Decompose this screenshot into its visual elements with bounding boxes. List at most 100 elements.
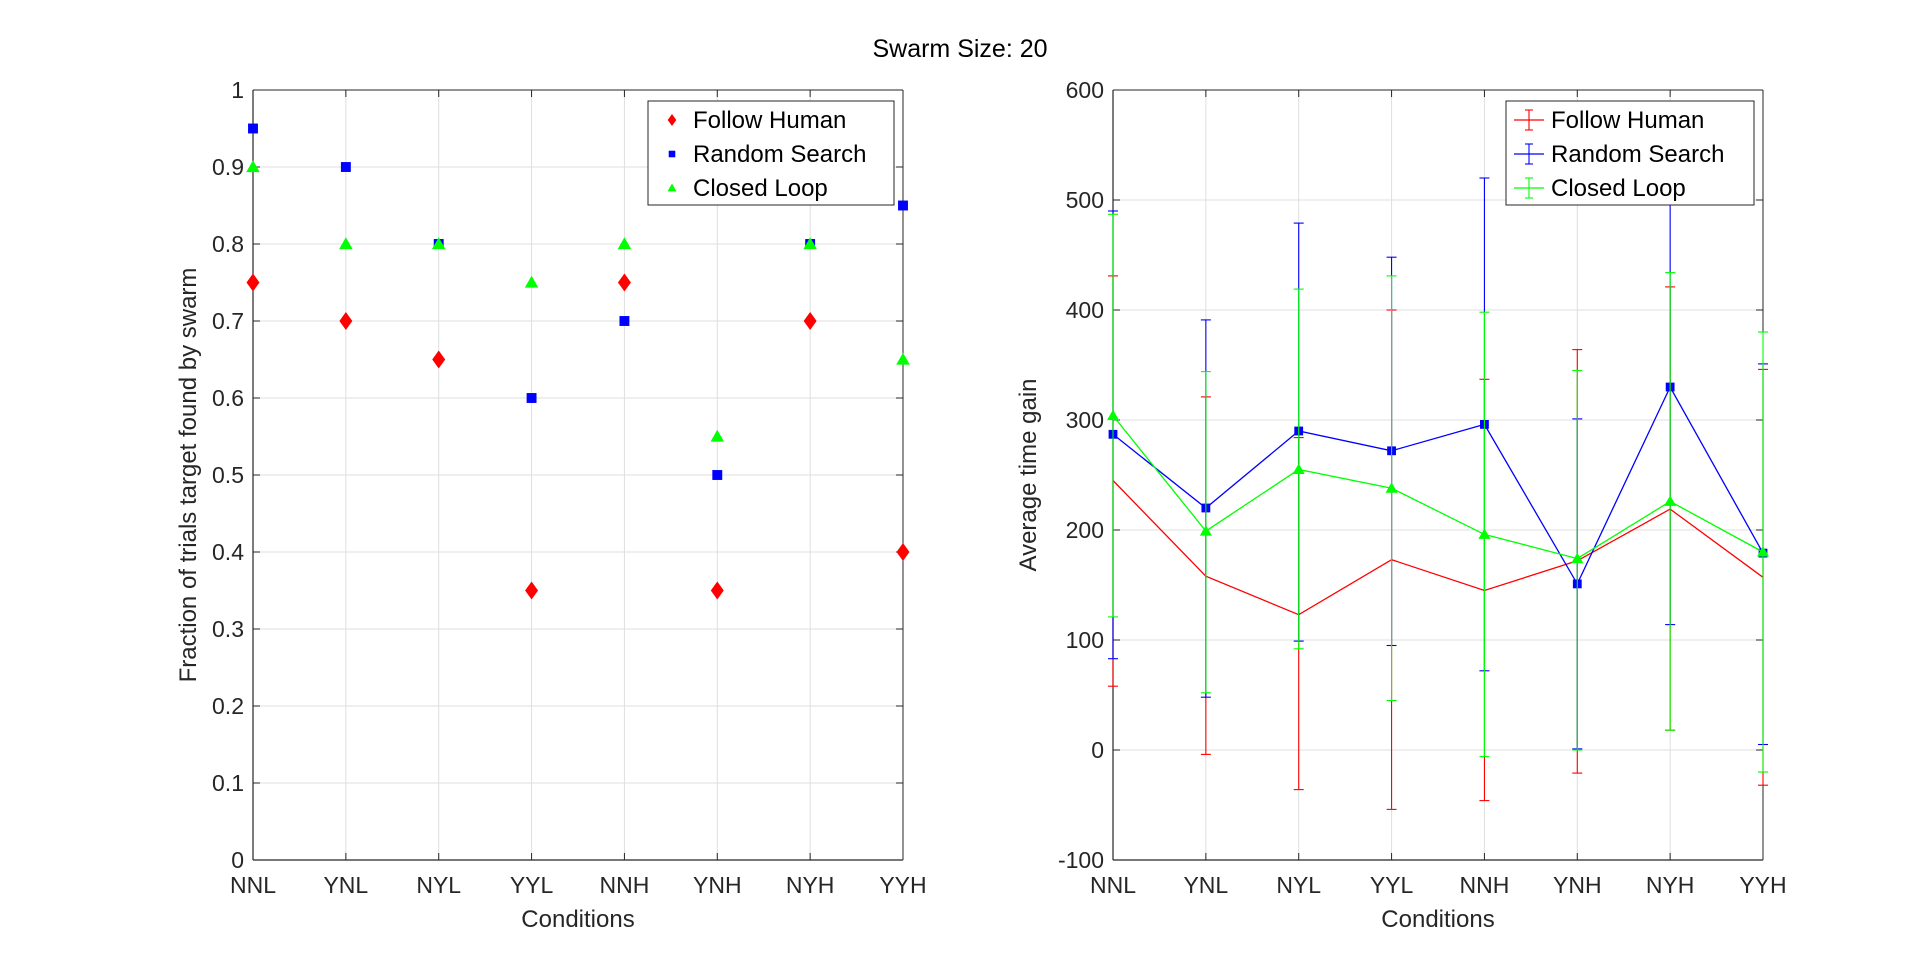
- x-tick-label: NNH: [600, 872, 650, 898]
- data-point: [710, 429, 725, 442]
- y-tick-label: 0.7: [212, 308, 244, 334]
- x-tick-label: NYL: [416, 872, 461, 898]
- data-point: [896, 543, 910, 561]
- data-point: [339, 312, 353, 330]
- y-tick-label: 0: [231, 847, 244, 873]
- series-closed-loop: [246, 160, 910, 442]
- data-point: [712, 470, 723, 480]
- legend-item: Follow Human: [667, 107, 846, 134]
- legend-label: Follow Human: [693, 107, 846, 134]
- data-point: [340, 162, 351, 172]
- legend-label: Closed Loop: [1551, 175, 1686, 202]
- x-tick-label: YYH: [879, 872, 926, 898]
- right-panel-errorbar: NNL YNL NYL YYL NNH YNH NYH YYH -100 0 100 200 300 40…: [1015, 77, 1787, 933]
- legend: Follow Human Random Search Closed Loop: [1505, 100, 1755, 206]
- x-tick-label: YYH: [1739, 872, 1786, 898]
- data-point: [617, 273, 631, 292]
- data-point: [1292, 463, 1305, 474]
- figure-title: Swarm Size: 20: [872, 35, 1047, 63]
- x-tick-label: YNL: [1183, 872, 1228, 898]
- y-tick-label: 0: [1091, 737, 1104, 763]
- data-series: [246, 123, 910, 600]
- y-axis-label: Average time gain: [1015, 378, 1042, 571]
- data-point: [619, 316, 630, 326]
- x-tick-label: YNL: [323, 872, 368, 898]
- y-tick-label: 500: [1066, 187, 1104, 213]
- y-tick-label: 0.6: [212, 385, 244, 411]
- x-axis-label: Conditions: [521, 906, 634, 933]
- data-point: [339, 237, 353, 250]
- data-point: [1385, 482, 1398, 493]
- legend-label: Random Search: [693, 141, 866, 168]
- x-tick-label: NNL: [230, 872, 276, 898]
- legend-box: [1505, 100, 1755, 206]
- y-tick-label: 0.8: [212, 231, 244, 257]
- data-point: [803, 237, 817, 250]
- series-closed-loop: [1107, 213, 1769, 773]
- data-point: [431, 237, 446, 250]
- ticks: NNL YNL NYL YYL NNH YNH NYH YYH 0 0.1 0.2 0.3 0.4 0.5…: [212, 77, 927, 898]
- legend-label: Closed Loop: [693, 175, 828, 202]
- data-point: [896, 352, 910, 365]
- y-tick-label: 600: [1066, 77, 1104, 103]
- data-point: [525, 581, 539, 600]
- x-tick-label: NYH: [786, 872, 835, 898]
- x-tick-label: YNH: [1553, 872, 1602, 898]
- data-point: [1571, 552, 1584, 564]
- data-point: [248, 123, 258, 134]
- y-tick-label: 200: [1066, 517, 1104, 543]
- data-point: [617, 237, 632, 250]
- data-point: [1107, 409, 1119, 421]
- data-point: [246, 273, 260, 292]
- y-tick-label: 100: [1066, 627, 1104, 653]
- series-line: [1112, 385, 1764, 586]
- x-tick-label: NNL: [1090, 872, 1136, 898]
- y-tick-label: 0.1: [212, 770, 244, 796]
- legend-item: Follow Human: [1514, 107, 1704, 134]
- y-tick-label: -100: [1058, 847, 1104, 873]
- data-point: [1478, 528, 1491, 539]
- x-tick-label: NYH: [1646, 872, 1695, 898]
- legend-label: Random Search: [1551, 141, 1724, 168]
- legend-item: Closed Loop: [667, 175, 828, 202]
- legend-box: [647, 100, 895, 206]
- data-point: [1664, 495, 1677, 506]
- plot-area: [1113, 90, 1763, 860]
- legend-item: Random Search: [668, 141, 866, 168]
- series-line: [1112, 480, 1764, 616]
- legend: Follow Human Random Search Closed Loop: [647, 100, 895, 206]
- legend-label: Follow Human: [1551, 107, 1704, 134]
- data-point: [1757, 546, 1769, 557]
- legend-item: Closed Loop: [1514, 175, 1686, 202]
- legend-item: Random Search: [1514, 141, 1724, 168]
- x-tick-label: YYL: [510, 872, 554, 898]
- x-axis-label: Conditions: [1381, 906, 1494, 933]
- legend-marker: [667, 183, 677, 192]
- left-panel-scatter: NNL YNL NYL YYL NNH YNH NYH YYH 0 0.1 0.2 0.3 0.4 0.5…: [175, 77, 927, 933]
- x-tick-label: YNH: [693, 872, 742, 898]
- y-tick-label: 0.9: [212, 154, 244, 180]
- data-point: [898, 200, 908, 211]
- data-point: [803, 312, 817, 330]
- x-tick-label: NYL: [1276, 872, 1321, 898]
- data-point: [526, 393, 537, 403]
- data-point: [246, 160, 260, 173]
- data-series: [1107, 177, 1769, 810]
- y-tick-label: 300: [1066, 407, 1104, 433]
- y-tick-label: 400: [1066, 297, 1104, 323]
- x-tick-label: NNH: [1460, 872, 1510, 898]
- data-point: [1199, 525, 1212, 536]
- ticks: NNL YNL NYL YYL NNH YNH NYH YYH -100 0 100 200 300 40…: [1058, 77, 1787, 898]
- y-tick-label: 1: [231, 77, 244, 103]
- y-tick-label: 0.5: [212, 462, 244, 488]
- y-axis-label: Fraction of trials target found by swarm: [175, 268, 202, 683]
- y-tick-label: 0.3: [212, 616, 244, 642]
- y-tick-label: 0.2: [212, 693, 244, 719]
- data-point: [710, 581, 724, 600]
- legend-marker: [668, 150, 676, 158]
- legend-marker: [667, 114, 677, 126]
- series-follow-human: [246, 273, 910, 600]
- data-point: [432, 350, 446, 369]
- x-tick-label: YYL: [1370, 872, 1414, 898]
